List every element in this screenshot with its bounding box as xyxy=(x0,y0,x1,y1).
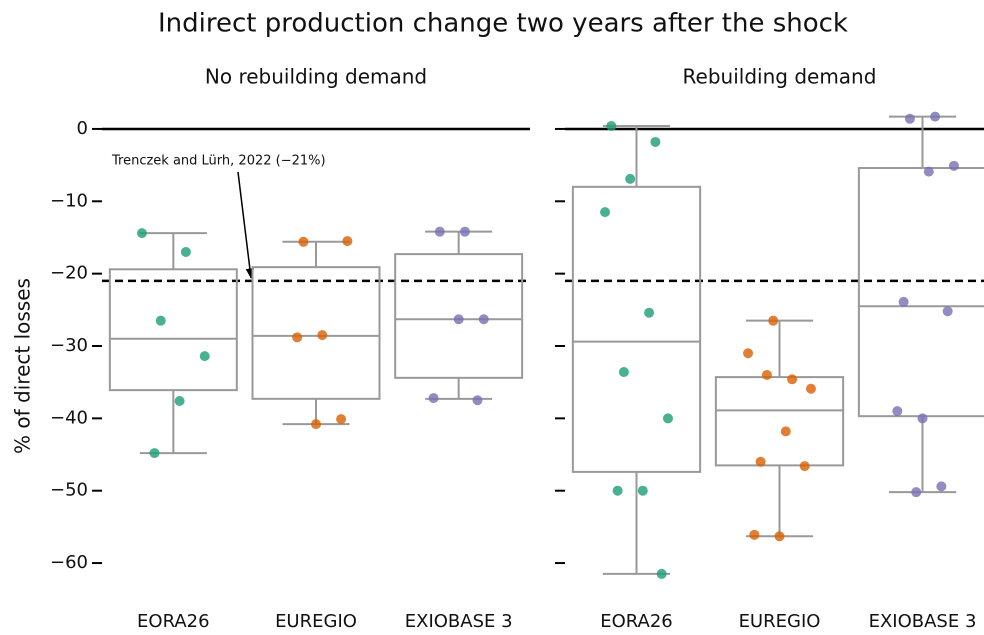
data-point xyxy=(311,419,321,430)
y-tick-label: −10 xyxy=(50,190,88,211)
panel-title: Rebuilding demand xyxy=(683,65,877,89)
box xyxy=(251,266,381,400)
data-point xyxy=(298,236,309,247)
data-point xyxy=(618,367,629,378)
data-point xyxy=(472,395,483,406)
data-point xyxy=(149,448,160,459)
data-point xyxy=(761,369,772,380)
data-point xyxy=(612,485,623,496)
figure-title: Indirect production change two years aft… xyxy=(158,9,848,39)
data-point xyxy=(898,296,909,307)
data-point xyxy=(336,414,347,425)
data-point xyxy=(637,485,648,496)
data-point xyxy=(600,207,611,218)
data-point xyxy=(892,406,903,417)
data-point xyxy=(774,531,785,542)
y-tick-label: 0 xyxy=(77,118,88,139)
data-point xyxy=(317,330,328,341)
y-tick-label: −50 xyxy=(50,480,88,501)
data-point xyxy=(199,351,210,362)
data-point xyxy=(292,332,303,343)
data-point xyxy=(930,111,941,122)
x-tick-label: EUREGIO xyxy=(275,611,357,632)
panel-title: No rebuilding demand xyxy=(205,65,427,89)
box xyxy=(394,253,524,379)
x-tick-label: EXIOBASE 3 xyxy=(405,611,513,632)
data-point xyxy=(942,306,953,317)
data-point xyxy=(911,487,922,498)
data-point xyxy=(787,374,798,385)
data-point xyxy=(434,226,445,237)
x-tick-label: EORA26 xyxy=(137,611,210,632)
x-tick-label: EUREGIO xyxy=(739,611,821,632)
data-point xyxy=(174,395,185,406)
data-point xyxy=(749,529,760,540)
data-point xyxy=(656,568,667,579)
data-point xyxy=(936,481,947,492)
annotation: Trenczek and Lürh, 2022 (−21%) xyxy=(111,154,326,169)
data-point xyxy=(923,166,934,177)
data-point xyxy=(428,393,439,404)
data-point xyxy=(606,121,617,132)
data-point xyxy=(917,413,928,424)
data-point xyxy=(478,314,489,325)
data-point xyxy=(904,113,915,124)
data-point xyxy=(743,348,754,359)
data-point xyxy=(805,383,816,394)
box xyxy=(571,185,702,473)
x-tick-label: EORA26 xyxy=(600,611,673,632)
y-tick-label: −60 xyxy=(50,552,88,573)
data-point xyxy=(662,413,673,424)
box xyxy=(714,376,845,467)
data-point xyxy=(948,160,959,171)
y-tick-label: −20 xyxy=(50,263,88,284)
data-point xyxy=(453,314,464,325)
data-point xyxy=(136,228,147,239)
box xyxy=(108,268,238,392)
y-axis-label: % of direct losses xyxy=(11,278,35,454)
box xyxy=(857,167,984,418)
data-point xyxy=(650,136,661,147)
data-point xyxy=(180,246,191,257)
data-point xyxy=(625,173,636,184)
y-tick-label: −30 xyxy=(50,335,88,356)
data-point xyxy=(755,456,766,467)
data-point xyxy=(644,307,655,318)
data-point xyxy=(780,426,791,437)
data-point xyxy=(155,315,166,326)
data-point xyxy=(342,236,353,247)
y-tick-label: −40 xyxy=(50,407,88,428)
x-tick-label: EXIOBASE 3 xyxy=(869,611,977,632)
data-point xyxy=(768,315,779,326)
data-point xyxy=(459,226,470,237)
data-point xyxy=(799,461,810,472)
annotation-arrow xyxy=(237,171,255,279)
